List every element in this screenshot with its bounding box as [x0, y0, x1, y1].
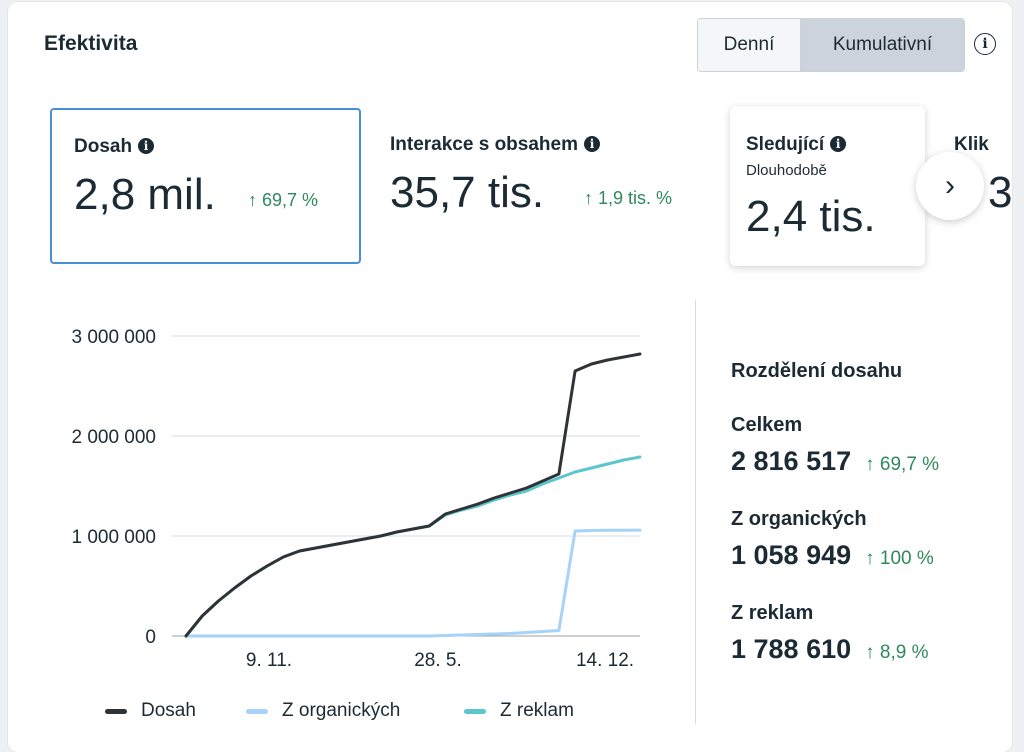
legend-item-ads[interactable]: Z reklam	[464, 700, 574, 722]
breakdown-delta: ↑ 100 %	[865, 548, 934, 569]
y-tick-label: 2 000 000	[71, 427, 156, 448]
legend-label: Z reklam	[500, 700, 574, 721]
legend-label: Z organických	[282, 700, 401, 721]
metric-card-interakce[interactable]: Interakce s obsahem i 35,7 tis. ↑ 1,9 tis…	[378, 108, 718, 264]
metric-sublabel: Dlouhodobě	[746, 162, 827, 179]
metric-delta: ↑ 69,7 %	[248, 190, 319, 210]
metric-label: Interakce s obsahem	[390, 134, 578, 155]
info-icon[interactable]: i	[974, 33, 996, 55]
view-toggle: Denní Kumulativní	[697, 18, 965, 72]
metric-value: 2,4 tis.	[746, 192, 876, 241]
info-icon[interactable]: i	[138, 138, 155, 154]
breakdown-label-organic: Z organických	[731, 508, 867, 530]
reach-line-chart: 3 000 000 2 000 000 1 000 000 0 9. 11. 28. 5.…	[71, 327, 642, 671]
breakdown-delta: ↑ 8,9 %	[865, 642, 929, 663]
breakdown-delta: ↑ 69,7 %	[865, 454, 940, 475]
metric-card-dosah[interactable]: Dosah i 2,8 mil. ↑ 69,7 %	[50, 108, 361, 264]
legend-item-organic[interactable]: Z organických	[246, 700, 400, 722]
legend-swatch	[105, 708, 127, 714]
y-tick-label: 0	[145, 627, 156, 648]
breakdown-row-organic: 1 058 949 ↑ 100 %	[731, 540, 934, 571]
breakdown-value: 2 816 517	[731, 446, 852, 476]
breakdown-title: Rozdělení dosahu	[731, 360, 903, 382]
legend-swatch	[246, 708, 268, 714]
series-line	[184, 352, 642, 638]
segment-cumulative[interactable]: Kumulativní	[801, 19, 964, 71]
metric-card-sledujici[interactable]: Sledující i Dlouhodobě 2,4 tis.	[730, 106, 925, 266]
breakdown-value: 1 058 949	[731, 540, 852, 570]
info-icon[interactable]: i	[583, 136, 600, 152]
y-tick-label: 3 000 000	[71, 327, 156, 348]
x-tick-label: 9. 11.	[246, 650, 292, 671]
efektivita-card: Efektivita Denní Kumulativní i Dosah i 2,…	[8, 2, 1012, 752]
x-tick-label: 14. 12.	[576, 650, 634, 671]
metric-card-partial[interactable]: Klik 3	[948, 108, 1012, 264]
breakdown-label-total: Celkem	[731, 414, 803, 436]
y-tick-label: 1 000 000	[71, 527, 156, 548]
breakdown-value: 1 788 610	[731, 634, 852, 664]
x-tick-label: 28. 5.	[414, 650, 462, 671]
breakdown-row-ads: 1 788 610 ↑ 8,9 %	[731, 634, 929, 665]
info-icon[interactable]: i	[830, 136, 847, 152]
metric-label: Klik	[954, 134, 989, 155]
metric-delta: ↑ 1,9 tis. %	[584, 188, 673, 208]
segment-daily[interactable]: Denní	[698, 19, 801, 71]
breakdown-label-ads: Z reklam	[731, 602, 814, 624]
metric-value: 35,7 tis.	[390, 168, 545, 217]
divider	[695, 300, 696, 724]
chevron-right-icon[interactable]: ›	[916, 152, 984, 220]
legend-item-dosah[interactable]: Dosah	[105, 700, 196, 722]
legend-label: Dosah	[141, 700, 196, 721]
section-title: Efektivita	[44, 32, 138, 55]
metric-value: 3	[988, 168, 1012, 217]
metric-value: 2,8 mil.	[74, 170, 216, 219]
metric-label: Dosah	[74, 136, 133, 157]
series-line	[184, 528, 642, 638]
metric-label: Sledující	[746, 134, 825, 155]
breakdown-row-total: 2 816 517 ↑ 69,7 %	[731, 446, 939, 477]
legend-swatch	[464, 708, 486, 714]
